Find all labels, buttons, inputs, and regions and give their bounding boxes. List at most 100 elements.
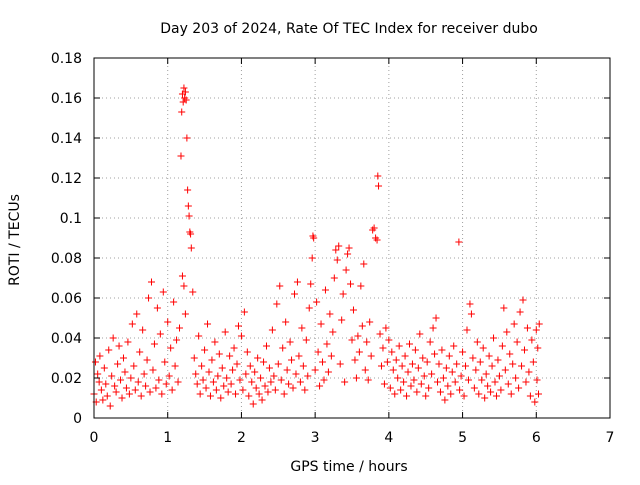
data-point [242,370,250,378]
data-point [497,386,505,394]
data-point [124,338,132,346]
data-point [401,352,409,360]
data-point [133,310,141,318]
data-point [168,386,176,394]
data-point [397,386,405,394]
data-point [261,382,269,390]
data-point [192,370,200,378]
data-point [298,324,306,332]
data-point [370,224,378,232]
data-point [248,378,256,386]
data-point [323,340,331,348]
data-point [525,368,533,376]
data-point [205,368,213,376]
data-point [320,376,328,384]
data-point [475,390,483,398]
data-point [108,372,116,380]
data-point [376,330,384,338]
data-point [140,370,148,378]
data-point [187,230,195,238]
data-point [193,380,201,388]
data-point [459,348,467,356]
y-tick-label: 0.06 [51,291,82,307]
data-point [354,332,362,340]
data-point [358,322,366,330]
data-point [472,366,480,374]
grid-layer [94,58,610,418]
data-point [176,324,184,332]
data-point [478,376,486,384]
data-point [100,364,108,372]
data-point [314,348,322,356]
data-point [195,332,203,340]
data-point [400,378,408,386]
data-point [156,330,164,338]
x-tick-label: 5 [458,430,467,446]
data-point [99,396,107,404]
data-point [254,354,262,362]
data-point [383,358,391,366]
data-point [130,362,138,370]
x-tick-label: 6 [532,430,541,446]
y-tick-label: 0.04 [51,331,82,347]
data-point [398,362,406,370]
data-point [267,378,275,386]
data-point [276,282,284,290]
data-point [181,310,189,318]
data-point [215,350,223,358]
data-point [227,380,235,388]
data-point [103,392,111,400]
data-point [355,348,363,356]
data-point [512,374,520,382]
data-point [408,360,416,368]
data-point [279,344,287,352]
data-point [463,326,471,334]
data-point [515,384,523,392]
data-point [251,368,259,376]
data-point [438,346,446,354]
data-point [234,322,242,330]
x-tick-label: 2 [237,430,246,446]
x-tick-labels: 0 1 2 3 4 5 6 7 [90,430,615,446]
data-point [321,286,329,294]
data-point [361,366,369,374]
data-point [212,386,220,394]
x-tick-label: 3 [311,430,320,446]
data-point [473,338,481,346]
data-point [295,352,303,360]
y-axis-label: ROTI / TECUs [7,194,23,286]
data-point [349,306,357,314]
data-point [119,354,127,362]
data-point [435,360,443,368]
data-point [395,342,403,350]
data-point [182,96,190,104]
y-tick-label: 0 [73,411,82,427]
data-point [187,244,195,252]
data-point [380,380,388,388]
data-point [255,390,263,398]
data-point [142,382,150,390]
data-point [217,394,225,402]
data-point [229,366,237,374]
data-point [450,342,458,350]
data-point [333,256,341,264]
x-tick-label: 0 [90,430,99,446]
data-point [513,338,521,346]
data-point [327,352,335,360]
data-point [419,354,427,362]
data-point [414,364,422,372]
data-point [161,358,169,366]
data-point [403,392,411,400]
data-point [122,384,130,392]
data-point [164,318,172,326]
data-point [264,388,272,396]
data-point [345,244,353,252]
data-point [270,372,278,380]
data-point [467,310,475,318]
data-point [509,360,517,368]
data-point [466,300,474,308]
data-point [201,346,209,354]
data-point [181,88,189,96]
data-point [128,320,136,328]
